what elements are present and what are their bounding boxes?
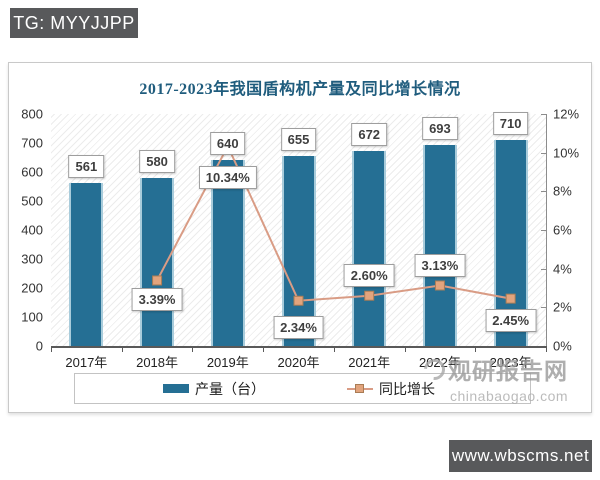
right-axis-tick	[541, 152, 546, 154]
watermark-name: 观研报告网	[448, 359, 568, 384]
growth-marker	[505, 293, 516, 304]
right-axis-tick	[541, 230, 546, 231]
growth-value-label: 3.39%	[131, 288, 183, 312]
y-axis-left-tick-label: 100	[21, 309, 43, 325]
site-watermark-badge: www.wbscms.net	[449, 440, 592, 472]
y-axis-left-tick-label: 600	[21, 164, 43, 180]
bar-value-label: 710	[492, 112, 529, 136]
y-axis-left-tick-label: 400	[21, 222, 43, 238]
right-axis-line	[546, 114, 547, 346]
y-axis-right-tick-label: 10%	[553, 145, 580, 161]
growth-marker	[364, 290, 375, 301]
bar-value-label: 640	[209, 132, 246, 156]
chart-card: 2017-2023年我国盾构机产量及同比增长情况 561 580 640 655 672…	[8, 62, 592, 413]
x-axis-category-label: 2019年	[206, 355, 249, 370]
bar	[352, 151, 387, 346]
growth-marker	[434, 280, 445, 291]
right-axis-tick	[541, 268, 546, 270]
x-axis-category-label: 2023年	[489, 355, 532, 370]
bar	[140, 177, 175, 346]
y-axis-right-tick-label: 12%	[553, 106, 580, 122]
y-axis-left-tick-label: 300	[21, 251, 43, 267]
bar-value-label: 580	[139, 149, 175, 173]
y-axis-right-tick-label: 0%	[553, 338, 572, 354]
x-axis-category-label: 2017年	[65, 355, 108, 370]
growth-value-label: 2.60%	[343, 263, 395, 287]
x-axis-tick	[192, 348, 194, 352]
y-axis-right-tick-label: 6%	[553, 222, 572, 238]
bar	[69, 183, 104, 346]
x-axis-tick	[263, 348, 265, 352]
y-axis-left-tick-label: 800	[21, 106, 43, 122]
legend-item-production: 产量（台）	[163, 374, 265, 403]
bar	[210, 160, 245, 346]
y-axis-left-tick-label: 500	[21, 193, 43, 209]
right-axis-tick	[541, 114, 546, 115]
x-axis-tick	[51, 348, 52, 352]
right-axis-tick	[541, 307, 546, 309]
chart-title: 2017-2023年我国盾构机产量及同比增长情况	[139, 81, 461, 98]
y-axis-right-tick-label: 2%	[553, 299, 572, 315]
y-axis-left-tick-label: 200	[21, 280, 43, 296]
x-axis-tick	[121, 348, 123, 352]
bar-value-label: 655	[280, 128, 317, 152]
legend-item-growth: 同比增长	[347, 374, 435, 403]
y-axis-left-tick-label: 700	[21, 135, 43, 151]
y-axis-right-tick-label: 4%	[553, 261, 572, 277]
growth-value-label: 3.13%	[414, 254, 466, 278]
growth-marker	[293, 295, 304, 306]
x-axis-tick	[475, 348, 477, 352]
bar-value-label: 672	[351, 123, 388, 147]
tg-watermark-badge: TG: MYYJJPP	[10, 8, 138, 38]
x-axis-category-label: 2020年	[277, 355, 320, 370]
x-axis-category-label: 2022年	[418, 355, 461, 370]
legend-label-production: 产量（台）	[195, 380, 265, 397]
y-axis-left-tick-label: 0	[35, 338, 43, 354]
watermark: 观研报告网 chinabaogao.com	[419, 352, 569, 404]
y-axis-right-tick-label: 8%	[553, 183, 572, 199]
growth-value-label: 2.45%	[485, 308, 537, 332]
watermark-domain: chinabaogao.com	[450, 388, 569, 404]
growth-value-label: 10.34%	[198, 166, 257, 190]
x-axis-category-label: 2021年	[348, 355, 391, 370]
bar	[422, 145, 457, 346]
bar-series-swatch-icon	[163, 384, 189, 393]
growth-marker	[152, 275, 163, 286]
bar-value-label: 693	[422, 117, 458, 141]
legend: 产量（台） 同比增长	[74, 373, 531, 404]
line-series-swatch-icon	[347, 384, 373, 393]
x-axis-tick	[546, 348, 547, 352]
bar	[281, 156, 316, 346]
legend-label-growth: 同比增长	[379, 380, 435, 397]
watermark-logo-icon	[419, 354, 450, 384]
x-axis-category-label: 2018年	[136, 355, 179, 370]
right-axis-tick	[541, 191, 546, 193]
growth-value-label: 2.34%	[273, 315, 324, 339]
x-axis-tick	[333, 348, 335, 352]
bar-value-label: 561	[68, 155, 105, 179]
x-axis-tick	[404, 348, 406, 352]
x-axis-line	[51, 346, 547, 348]
